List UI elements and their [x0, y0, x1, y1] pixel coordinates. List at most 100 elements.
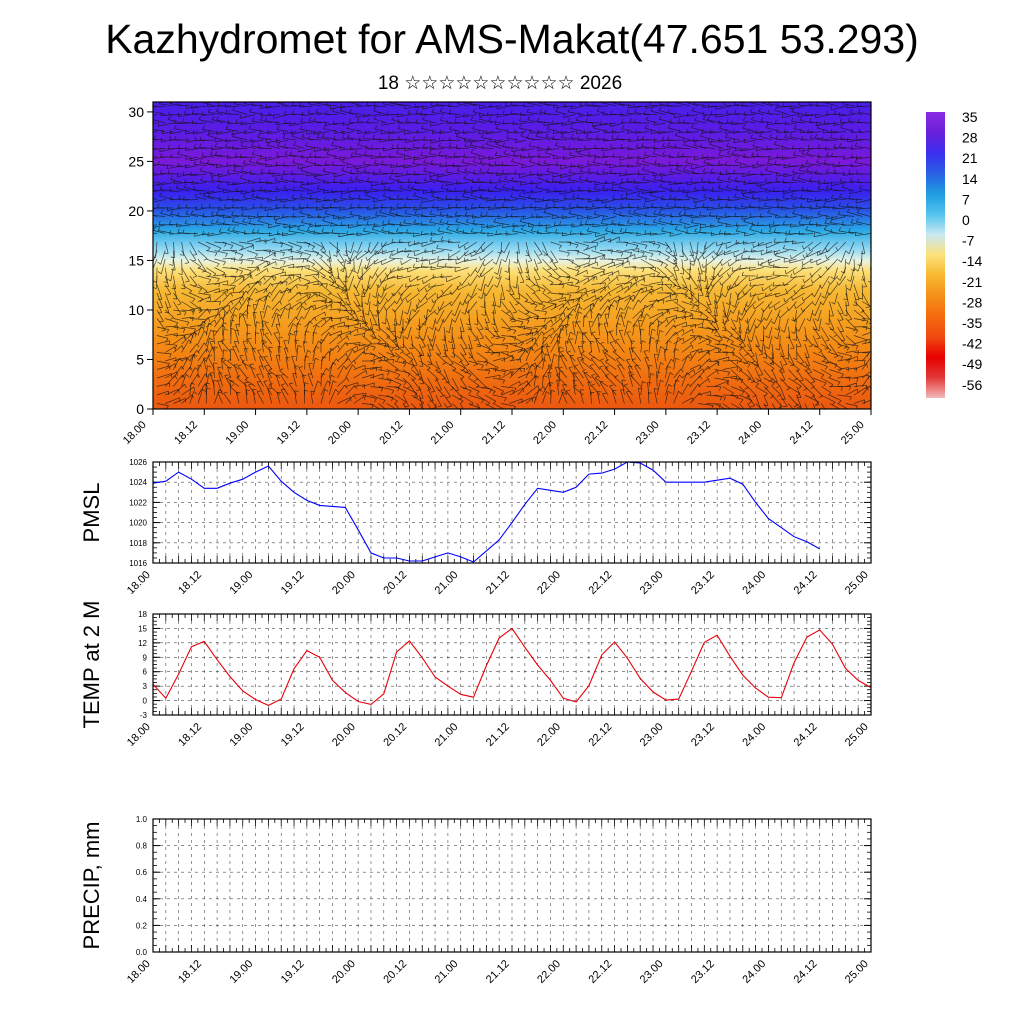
wind-barb [401, 292, 412, 302]
wind-barb-flag [249, 157, 252, 162]
wind-barb-flag [588, 197, 590, 203]
wind-barb-flag [346, 124, 350, 129]
wind-barb [414, 105, 428, 108]
wind-barb [361, 284, 366, 297]
wind-barb-flag [388, 153, 391, 158]
wind-barb-flag [379, 137, 381, 142]
wind-barb [304, 293, 317, 302]
wind-barb-flag [197, 266, 202, 270]
wind-barb [421, 233, 436, 236]
wind-barb-flag [437, 405, 442, 408]
wind-barb-flag [407, 109, 410, 114]
wind-barb-flag [387, 219, 390, 224]
wind-barb-flag [330, 188, 333, 193]
wind-barb [265, 120, 281, 124]
wind-barb-flag [264, 188, 266, 193]
wind-barb [181, 333, 192, 345]
wind-barb [215, 146, 231, 149]
wind-barb-flag [209, 337, 214, 341]
wind-barb [230, 291, 244, 294]
wind-barb [361, 394, 377, 399]
wind-barb [411, 188, 428, 192]
wind-barb-flag [357, 305, 362, 308]
wind-barb-flag [381, 180, 383, 185]
wind-barb [402, 335, 405, 348]
wind-barb [231, 215, 248, 217]
wind-barb [366, 104, 379, 107]
wind-barb-flag [245, 290, 249, 295]
wind-barb-flag [404, 209, 408, 214]
wind-barb-flag [324, 160, 328, 165]
wind-barb-flag [367, 285, 371, 290]
wind-barb-flag [349, 176, 352, 181]
wind-barb [229, 386, 240, 396]
wind-barb-flag [157, 160, 160, 165]
wind-barb-flag [176, 102, 179, 105]
wind-barb [432, 275, 445, 279]
wind-barb [385, 309, 387, 325]
wind-barb [413, 233, 428, 237]
wind-barb [248, 182, 264, 184]
wind-barb [279, 255, 293, 260]
wind-barb-flag [316, 185, 320, 189]
wind-barb [245, 379, 256, 387]
wind-barb [407, 267, 420, 273]
cross-section-field [153, 102, 871, 409]
wind-barb-flag [274, 252, 276, 257]
wind-barb [296, 294, 308, 302]
wind-barb-flag [424, 248, 426, 253]
wind-barb-flag [415, 336, 420, 339]
wind-barb-flag [422, 415, 426, 416]
wind-barb-flag [373, 107, 376, 112]
wind-barb [337, 330, 351, 336]
wind-barb-flag [288, 227, 292, 232]
wind-barb [153, 215, 166, 217]
wind-barb [329, 308, 341, 311]
wind-barb [356, 233, 371, 236]
wind-barb-flag [374, 125, 378, 130]
wind-barb-flag [239, 153, 242, 158]
wind-barb [396, 207, 412, 209]
wind-barb [297, 228, 313, 234]
wind-barb [173, 301, 182, 315]
wind-barb-flag [420, 221, 423, 226]
wind-barb-flag [403, 146, 406, 151]
wind-barb [299, 212, 313, 217]
wind-barb-flag [145, 161, 146, 165]
wind-barb-flag [350, 313, 356, 316]
wind-barb [387, 223, 404, 226]
wind-barb-flag [340, 221, 343, 226]
wind-barb [427, 335, 434, 350]
wind-barb [169, 131, 182, 135]
wind-barb [222, 328, 225, 345]
wind-barb-flag [423, 159, 427, 163]
wind-barb [284, 122, 297, 125]
wind-barb-flag [170, 153, 172, 158]
wind-barb [261, 340, 264, 353]
wind-barb [271, 308, 278, 319]
wind-barb-flag [405, 298, 408, 303]
wind-barb [173, 384, 185, 396]
wind-barb-flag [412, 143, 415, 148]
wind-barb-flag [401, 327, 405, 331]
wind-barb [203, 102, 215, 107]
wind-barb-flag [199, 136, 202, 141]
wind-barb-flag [419, 203, 422, 208]
wind-barb-flag [151, 224, 152, 228]
wind-barb-flag [262, 341, 267, 345]
wind-barb [437, 207, 453, 211]
wind-barb [509, 275, 511, 292]
wind-barb [353, 309, 359, 321]
wind-barb-flag [341, 267, 346, 270]
wind-barb-flag [224, 103, 227, 108]
wind-barb [329, 301, 342, 304]
wind-barb [153, 139, 158, 141]
wind-barb [153, 207, 158, 210]
wind-barb-flag [704, 295, 710, 297]
wind-barb [263, 252, 275, 260]
wind-barb-flag [421, 346, 426, 348]
wind-barb-flag [435, 328, 439, 332]
wind-barb-flag [391, 238, 394, 243]
wind-barb [439, 214, 453, 217]
wind-barb-flag [216, 218, 219, 223]
